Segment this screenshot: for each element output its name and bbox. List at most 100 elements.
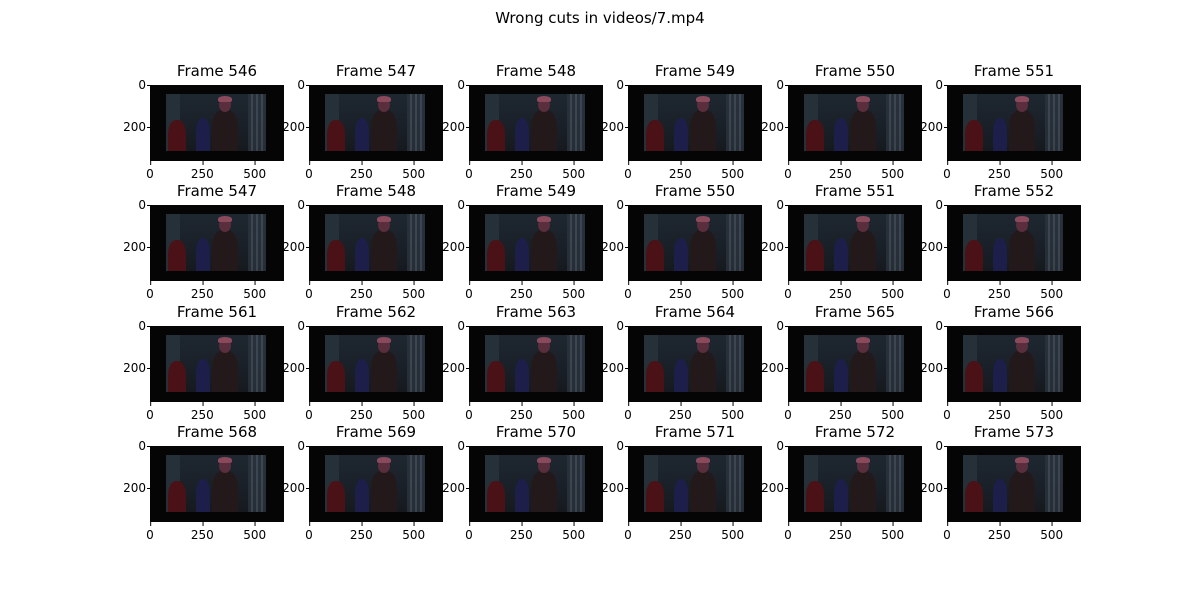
y-tick-label: 0 — [457, 439, 470, 453]
y-tick-label: 0 — [935, 198, 948, 212]
x-tick-label: 500 — [243, 402, 267, 422]
y-tick-label: 200 — [442, 361, 470, 376]
y-tick-label: 200 — [282, 240, 310, 255]
x-tick-label: 500 — [562, 522, 586, 542]
x-tick-label: 500 — [243, 522, 267, 542]
frame-panel: Frame 551 0 200 0 250 500 — [920, 62, 1081, 181]
y-tick-label: 0 — [138, 78, 151, 92]
x-tick-label: 0 — [943, 281, 951, 301]
x-tick-label: 500 — [402, 161, 426, 181]
y-tick-label: 0 — [138, 439, 151, 453]
x-tick-label: 500 — [1040, 522, 1064, 542]
x-tick-label: 500 — [721, 281, 745, 301]
frame-image — [628, 446, 762, 522]
x-tick-label: 500 — [243, 281, 267, 301]
frame-panel: Frame 547 0 200 0 250 500 — [123, 182, 284, 301]
frame-title: Frame 549 — [495, 182, 577, 200]
y-tick-label: 0 — [297, 78, 310, 92]
x-tick-label: 0 — [784, 402, 792, 422]
y-tick-label: 200 — [601, 481, 629, 496]
frame-image — [469, 205, 603, 281]
figure-title: Wrong cuts in videos/7.mp4 — [495, 9, 705, 27]
frame-title: Frame 547 — [176, 182, 258, 200]
x-tick-label: 250 — [190, 522, 214, 542]
y-tick-label: 200 — [282, 481, 310, 496]
x-tick-label: 250 — [828, 281, 852, 301]
frame-title: Frame 549 — [654, 62, 736, 80]
frame-title: Frame 566 — [973, 303, 1055, 321]
x-tick-label: 0 — [624, 402, 632, 422]
frame-panel: Frame 548 0 200 0 250 500 — [282, 182, 443, 301]
y-tick-label: 200 — [920, 240, 948, 255]
x-tick-label: 0 — [943, 522, 951, 542]
frame-title: Frame 548 — [495, 62, 577, 80]
y-tick-label: 200 — [282, 361, 310, 376]
x-tick-label: 0 — [146, 402, 154, 422]
frame-panel: Frame 563 0 200 0 250 500 — [442, 303, 603, 422]
x-tick-label: 0 — [465, 281, 473, 301]
y-tick-label: 0 — [138, 319, 151, 333]
y-tick-label: 200 — [123, 120, 151, 135]
x-tick-label: 250 — [190, 161, 214, 181]
y-tick-label: 0 — [138, 198, 151, 212]
frame-panel: Frame 565 0 200 0 250 500 — [761, 303, 922, 422]
frame-title: Frame 565 — [814, 303, 896, 321]
y-tick-label: 200 — [761, 240, 789, 255]
y-tick-label: 200 — [761, 361, 789, 376]
x-tick-label: 0 — [943, 402, 951, 422]
x-tick-label: 500 — [562, 281, 586, 301]
y-tick-label: 200 — [282, 120, 310, 135]
frame-image — [150, 446, 284, 522]
frame-image — [469, 85, 603, 161]
y-tick-label: 0 — [616, 439, 629, 453]
x-tick-label: 500 — [721, 161, 745, 181]
x-tick-label: 250 — [509, 161, 533, 181]
y-tick-label: 0 — [776, 198, 789, 212]
x-tick-label: 0 — [305, 522, 313, 542]
frame-panel: Frame 561 0 200 0 250 500 — [123, 303, 284, 422]
x-tick-label: 0 — [465, 161, 473, 181]
frame-image — [150, 326, 284, 402]
frame-panel: Frame 550 0 200 0 250 500 — [601, 182, 762, 301]
y-tick-label: 200 — [123, 240, 151, 255]
x-tick-label: 250 — [668, 161, 692, 181]
x-tick-label: 250 — [190, 402, 214, 422]
y-tick-label: 200 — [123, 361, 151, 376]
x-tick-label: 500 — [1040, 281, 1064, 301]
frame-title: Frame 571 — [654, 423, 736, 441]
y-tick-label: 200 — [123, 481, 151, 496]
x-tick-label: 0 — [146, 522, 154, 542]
y-tick-label: 200 — [920, 120, 948, 135]
frame-image — [309, 205, 443, 281]
frame-panel: Frame 562 0 200 0 250 500 — [282, 303, 443, 422]
frame-image — [150, 85, 284, 161]
frame-title: Frame 551 — [814, 182, 896, 200]
frame-image — [788, 446, 922, 522]
frame-panel: Frame 571 0 200 0 250 500 — [601, 423, 762, 542]
y-tick-label: 0 — [935, 319, 948, 333]
y-tick-label: 200 — [761, 120, 789, 135]
x-tick-label: 250 — [987, 281, 1011, 301]
frame-panel: Frame 564 0 200 0 250 500 — [601, 303, 762, 422]
y-tick-label: 0 — [935, 78, 948, 92]
x-tick-label: 500 — [402, 402, 426, 422]
frame-image — [947, 205, 1081, 281]
x-tick-label: 500 — [881, 281, 905, 301]
x-tick-label: 500 — [721, 402, 745, 422]
y-tick-label: 200 — [601, 361, 629, 376]
y-tick-label: 200 — [920, 361, 948, 376]
frame-title: Frame 546 — [176, 62, 258, 80]
frame-title: Frame 551 — [973, 62, 1055, 80]
x-tick-label: 0 — [624, 161, 632, 181]
frame-panel: Frame 551 0 200 0 250 500 — [761, 182, 922, 301]
y-tick-label: 200 — [761, 481, 789, 496]
x-tick-label: 250 — [987, 402, 1011, 422]
y-tick-label: 0 — [457, 198, 470, 212]
frame-title: Frame 568 — [176, 423, 258, 441]
frame-image — [947, 446, 1081, 522]
x-tick-label: 250 — [509, 402, 533, 422]
frame-panel: Frame 547 0 200 0 250 500 — [282, 62, 443, 181]
y-tick-label: 0 — [776, 78, 789, 92]
frame-title: Frame 550 — [814, 62, 896, 80]
frame-image — [469, 326, 603, 402]
